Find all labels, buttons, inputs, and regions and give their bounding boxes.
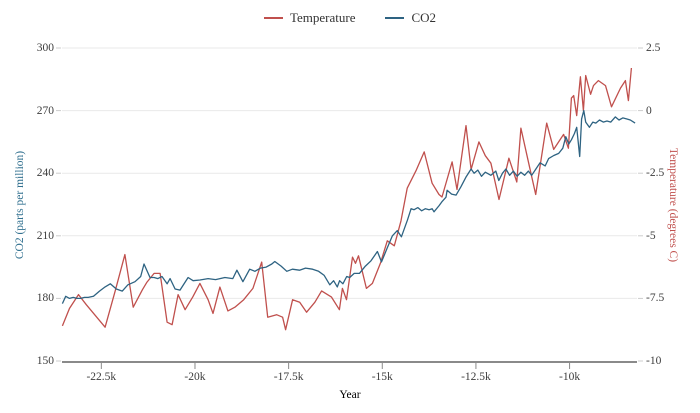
co2-line-swatch-icon bbox=[385, 17, 405, 19]
y-right-tick-label: -10 bbox=[646, 355, 662, 367]
x-tick-label: -12.5k bbox=[461, 371, 491, 383]
temperature-line bbox=[61, 67, 633, 331]
legend-item-co2[interactable]: CO2 bbox=[385, 10, 436, 26]
temperature-line-swatch-icon bbox=[263, 17, 283, 19]
y-right-tick-label: -7.5 bbox=[646, 292, 665, 305]
y-left-tick-label: 300 bbox=[36, 42, 54, 54]
legend-item-temperature[interactable]: Temperature bbox=[263, 10, 356, 26]
x-tick-label: -22.5k bbox=[86, 371, 117, 383]
x-tick-label: -10k bbox=[559, 371, 581, 383]
x-tick-label: -15k bbox=[371, 371, 393, 383]
y-right-tick-label: 0 bbox=[646, 104, 652, 117]
y-left-tick-label: 270 bbox=[36, 104, 54, 117]
y-right-tick-label: -2.5 bbox=[646, 167, 665, 180]
x-tick-label: -17.5k bbox=[273, 371, 304, 383]
x-axis-title: Year bbox=[339, 389, 361, 401]
legend-label-temperature: Temperature bbox=[289, 10, 356, 25]
x-tick-label: -20k bbox=[184, 371, 206, 383]
legend-label-co2: CO2 bbox=[411, 10, 437, 25]
legend: Temperature CO2 bbox=[0, 10, 700, 26]
left-axis-title: CO2 (parts per million) bbox=[14, 150, 26, 260]
y-left-tick-label: 180 bbox=[36, 292, 54, 305]
y-left-tick-label: 240 bbox=[36, 167, 54, 180]
y-left-tick-label: 150 bbox=[36, 355, 54, 367]
co2-line bbox=[61, 109, 636, 304]
right-axis-title: Temperature (degrees C) bbox=[667, 147, 679, 263]
y-right-tick-label: 2.5 bbox=[646, 42, 661, 54]
y-left-tick-label: 210 bbox=[36, 229, 54, 242]
y-right-tick-label: -5 bbox=[646, 229, 656, 242]
